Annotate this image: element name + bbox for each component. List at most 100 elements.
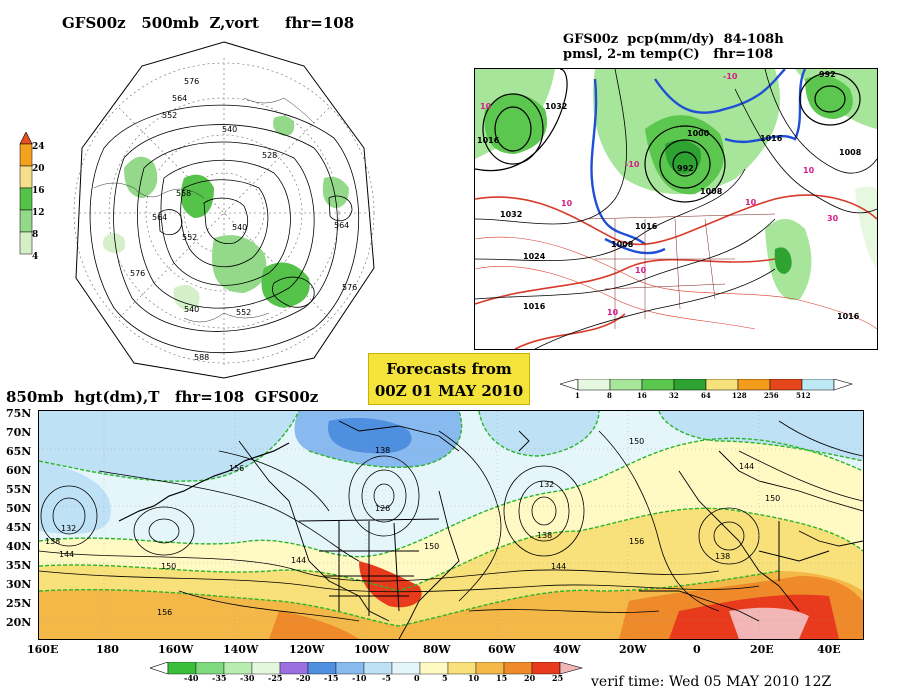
precip-temp-label: 30 [827, 214, 839, 223]
hgt850-contour-label: 138 [537, 531, 552, 540]
lon-label: 160W [158, 643, 194, 656]
polar-contour-label: 540 [222, 125, 237, 134]
polar-contour-label: 552 [162, 111, 177, 120]
hgt850-contour-label: 156 [629, 537, 644, 546]
hgt850-contour-label: 150 [629, 437, 644, 446]
lon-label: 180 [96, 643, 119, 656]
precip-isobar-label: 1024 [523, 252, 546, 261]
precip-isobar-label: 992 [819, 70, 836, 79]
hgt850-contour-label: 150 [765, 494, 780, 503]
precip-isobar-label: 1008 [611, 240, 634, 249]
precip-pmsl-map: 1032 1024 1016 1008 1000 992 1032 1016 1… [474, 68, 878, 350]
temp-scale-label: 25 [552, 673, 564, 683]
precip-temp-label: -10 [723, 72, 738, 81]
precip-scale-label: 128 [732, 391, 747, 400]
lon-label: 140W [223, 643, 259, 656]
hgt850-contour-label: 144 [59, 550, 74, 559]
lat-label: 30N [6, 578, 32, 591]
hgt850-contour-label: 132 [61, 524, 76, 533]
temp-scale-label: -10 [352, 673, 367, 683]
lon-label: 0 [693, 643, 701, 656]
lat-label: 20N [6, 616, 32, 629]
polar-contour-label: 588 [194, 353, 209, 362]
polar-contour-label: 552 [182, 233, 197, 242]
lat-label: 25N [6, 597, 32, 610]
lon-label: 40E [817, 643, 841, 656]
precip-temp-label: 10 [803, 166, 815, 175]
precip-scale-label: 256 [764, 391, 779, 400]
forecast-box-line2: 00Z 01 MAY 2010 [374, 382, 524, 400]
lat-label: 70N [6, 426, 32, 439]
precip-scale-label: 16 [637, 391, 647, 400]
polar-contour-label: 540 [184, 305, 199, 314]
vort-scale-label: 8 [32, 230, 39, 240]
polar-contour-label: 564 [152, 213, 167, 222]
vort-scale-bar [19, 131, 33, 255]
temp-scale-label: 0 [414, 673, 420, 683]
polar-map-svg: 576 564 552 540 528 558 552 540 564 576 … [73, 41, 375, 379]
precip-color-scale: 1 8 16 32 64 128 256 512 [558, 378, 860, 404]
hgt850-contour-label: 144 [739, 462, 754, 471]
precip-temp-label: 10 [561, 199, 573, 208]
polar-contour-label: 564 [172, 94, 187, 103]
precip-map-title-line1: GFS00z pcp(mm/dy) 84-108h [563, 32, 784, 47]
lat-label: 40N [6, 540, 32, 553]
hgt850-contour-label: 144 [291, 556, 306, 565]
polar-contour-label: 528 [262, 151, 277, 160]
hgt850-map-title: 850mb hgt(dm),T fhr=108 GFS00z [6, 388, 319, 406]
temp-scale-label: 15 [496, 673, 508, 683]
precip-scale-label: 64 [701, 391, 711, 400]
polar-contour-label: 540 [232, 223, 247, 232]
hgt850-contour-label: 132 [539, 480, 554, 489]
lon-label: 60W [488, 643, 516, 656]
hgt850-contour-label: 156 [229, 464, 244, 473]
polar-contour-label: 576 [184, 77, 199, 86]
lat-label: 45N [6, 521, 32, 534]
temp-scale-bar [149, 661, 584, 675]
precip-isobar-label: 1008 [700, 187, 723, 196]
temp-scale-label: -15 [324, 673, 339, 683]
polar-map-title: GFS00z 500mb Z,vort fhr=108 [62, 14, 355, 32]
hgt850-temp-map: 132 138 144 150 156 126 138 144 150 156 … [38, 410, 864, 640]
precip-temp-label: 10 [635, 266, 647, 275]
lon-label: 120W [289, 643, 325, 656]
precip-isobar-label: 1016 [523, 302, 546, 311]
temp-scale-label: -35 [212, 673, 227, 683]
temp-scale-label: 10 [468, 673, 480, 683]
precip-scale-label: 8 [607, 391, 612, 400]
verif-time: verif time: Wed 05 MAY 2010 12Z [591, 674, 832, 690]
precip-isobar-label: 1032 [500, 210, 522, 219]
hgt850-contour-label: 156 [157, 608, 172, 617]
precip-isobar-label: 1016 [635, 222, 658, 231]
lon-label: 100W [354, 643, 390, 656]
polar-contour-label: 558 [176, 189, 191, 198]
temp-scale-label: 5 [442, 673, 448, 683]
vort-scale-label: 20 [32, 164, 45, 174]
precip-scale-label: 32 [669, 391, 679, 400]
hgt850-contour-label: 138 [715, 552, 730, 561]
hgt850-contour-label: 138 [45, 537, 60, 546]
vort-scale-label: 16 [32, 186, 45, 196]
precip-map-title-line2: pmsl, 2-m temp(C) fhr=108 [563, 47, 774, 62]
temp-color-scale: -40 -35 -30 -25 -20 -15 -10 -5 0 5 10 15… [149, 661, 590, 691]
precip-scale-label: 512 [796, 391, 811, 400]
precip-isobar-label: 1008 [839, 148, 862, 157]
precip-isobar-label: 992 [677, 164, 694, 173]
precip-isobar-label: 1016 [760, 134, 783, 143]
polar-contour-label: 576 [342, 283, 357, 292]
hgt850-contour-label: 144 [551, 562, 566, 571]
vort-scale-label: 4 [32, 252, 39, 262]
lat-label: 55N [6, 483, 32, 496]
precip-scale-bar [558, 378, 854, 391]
polar-500mb-map: 576 564 552 540 528 558 552 540 564 576 … [64, 38, 384, 383]
hgt850-contour-label: 138 [375, 446, 390, 455]
forecast-init-box: Forecasts from 00Z 01 MAY 2010 [368, 353, 530, 405]
temp-scale-label: -30 [240, 673, 255, 683]
lon-label: 80W [423, 643, 451, 656]
temp-scale-label: -40 [184, 673, 199, 683]
precip-isobar-label: 1000 [687, 129, 710, 138]
lat-label: 60N [6, 464, 32, 477]
temp-scale-label: 20 [524, 673, 536, 683]
vort-scale-label: 24 [32, 142, 45, 152]
vort-color-scale: 24 20 16 12 8 4 [18, 131, 45, 262]
